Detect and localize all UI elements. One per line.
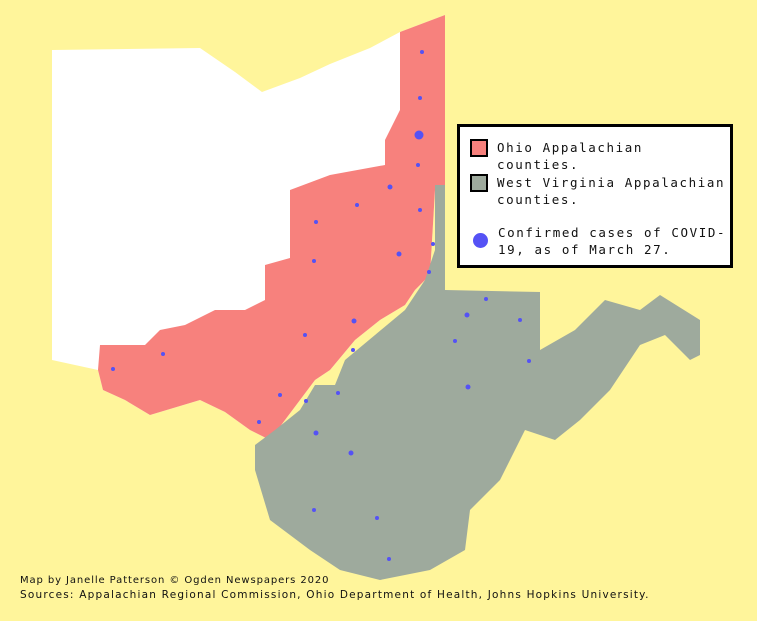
covid-case-marker: [312, 259, 316, 263]
covid-case-marker: [518, 318, 522, 322]
covid-case-marker: [464, 312, 470, 318]
covid-case-marker: [465, 384, 471, 390]
covid-case-marker: [418, 96, 422, 100]
legend: Ohio Appalachian counties. West Virginia…: [457, 124, 733, 268]
west-virginia-appalachian-counties: [255, 185, 700, 580]
covid-case-marker: [111, 367, 115, 371]
covid-case-marker: [351, 348, 355, 352]
covid-case-marker: [355, 203, 359, 207]
legend-item-ohio: Ohio Appalachian counties.: [470, 139, 730, 173]
ohio-appalachian-counties: [98, 15, 445, 440]
covid-case-marker: [396, 251, 402, 257]
gray-swatch-icon: [470, 174, 488, 192]
covid-case-marker: [416, 163, 420, 167]
covid-case-marker: [375, 516, 379, 520]
covid-case-marker: [351, 318, 357, 324]
pink-swatch-icon: [470, 139, 488, 157]
map-credit: Map by Janelle Patterson © Ogden Newspap…: [20, 575, 330, 586]
covid-case-marker: [304, 399, 308, 403]
covid-case-marker: [278, 393, 282, 397]
covid-case-marker: [453, 339, 457, 343]
covid-case-marker: [312, 508, 316, 512]
legend-item-covid: Confirmed cases of COVID-19, as of March…: [470, 224, 733, 258]
covid-case-marker: [420, 50, 424, 54]
covid-case-marker: [348, 450, 354, 456]
legend-label: Confirmed cases of COVID-19, as of March…: [498, 225, 727, 257]
covid-case-marker: [484, 297, 488, 301]
legend-label: West Virginia Appalachian counties.: [497, 175, 726, 207]
covid-case-marker: [414, 130, 424, 140]
covid-case-marker: [257, 420, 261, 424]
legend-item-wv: West Virginia Appalachian counties.: [470, 174, 732, 208]
map-sources: Sources: Appalachian Regional Commission…: [20, 589, 650, 601]
covid-case-marker: [427, 270, 431, 274]
legend-label: Ohio Appalachian counties.: [497, 140, 644, 172]
covid-case-marker: [431, 242, 435, 246]
blue-dot-icon: [473, 233, 488, 248]
covid-case-marker: [313, 430, 319, 436]
covid-case-marker: [387, 184, 393, 190]
covid-case-marker: [303, 333, 307, 337]
covid-case-marker: [314, 220, 318, 224]
covid-case-marker: [527, 359, 531, 363]
covid-case-marker: [336, 391, 340, 395]
covid-case-marker: [161, 352, 165, 356]
covid-case-marker: [387, 557, 391, 561]
covid-case-marker: [418, 208, 422, 212]
